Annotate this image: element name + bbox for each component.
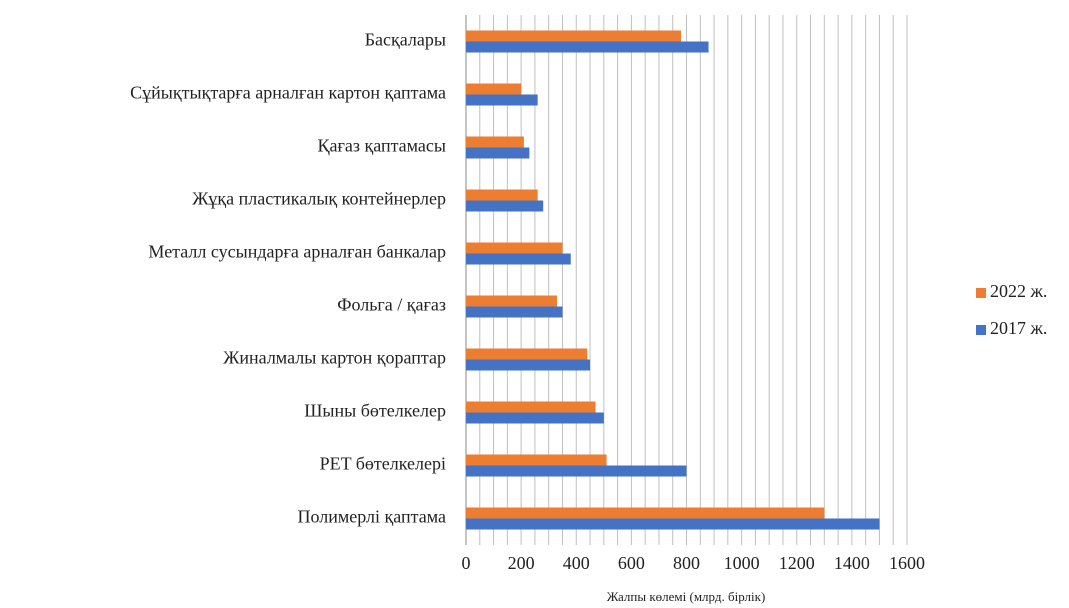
x-tick-label: 200 xyxy=(508,553,535,573)
bar xyxy=(466,253,571,265)
bar xyxy=(466,359,591,371)
y-tick-label: Сұйықтықтарға арналған картон қаптама xyxy=(130,83,446,103)
bar xyxy=(466,454,607,466)
legend-swatch xyxy=(976,288,986,298)
x-tick-label: 1600 xyxy=(889,553,925,573)
x-tick-label: 400 xyxy=(563,553,590,573)
bar xyxy=(466,94,538,106)
y-tick-label: Жиналмалы картон қораптар xyxy=(223,348,446,368)
legend-label: 2017 ж. xyxy=(990,318,1047,338)
x-tick-label: 0 xyxy=(462,553,471,573)
legend-label: 2022 ж. xyxy=(990,281,1047,301)
bar xyxy=(466,200,544,212)
bar xyxy=(466,348,588,360)
bar xyxy=(466,30,681,42)
bar xyxy=(466,83,522,95)
y-tick-label: Басқалары xyxy=(365,30,446,50)
y-tick-label: Қағаз қаптамасы xyxy=(317,136,446,156)
y-tick-label: PET бөтелкелері xyxy=(320,454,446,474)
legend-swatch xyxy=(976,325,986,335)
bar xyxy=(466,147,530,159)
x-tick-label: 1400 xyxy=(834,553,870,573)
bar xyxy=(466,295,557,307)
y-tick-label: Шыны бөтелкелер xyxy=(304,401,446,421)
x-tick-label: 800 xyxy=(673,553,700,573)
bar xyxy=(466,242,563,254)
bar xyxy=(466,465,687,477)
y-tick-label: Металл сусындарға арналған банкалар xyxy=(148,242,446,262)
bar xyxy=(466,306,563,318)
bar xyxy=(466,136,524,148)
bar xyxy=(466,41,709,53)
y-tick-label: Жұқа пластикалық контейнерлер xyxy=(192,189,446,209)
bar xyxy=(466,412,604,424)
x-tick-label: 1200 xyxy=(779,553,815,573)
y-tick-label: Фольга / қағаз xyxy=(337,295,446,315)
y-tick-label: Полимерлі қаптама xyxy=(298,507,446,527)
bar xyxy=(466,189,538,201)
x-tick-label: 1000 xyxy=(724,553,760,573)
x-axis-title: Жалпы көлемі (млрд. бірлік) xyxy=(607,589,766,604)
bar xyxy=(466,507,825,519)
x-tick-label: 600 xyxy=(618,553,645,573)
bar xyxy=(466,401,596,413)
bar xyxy=(466,518,880,530)
